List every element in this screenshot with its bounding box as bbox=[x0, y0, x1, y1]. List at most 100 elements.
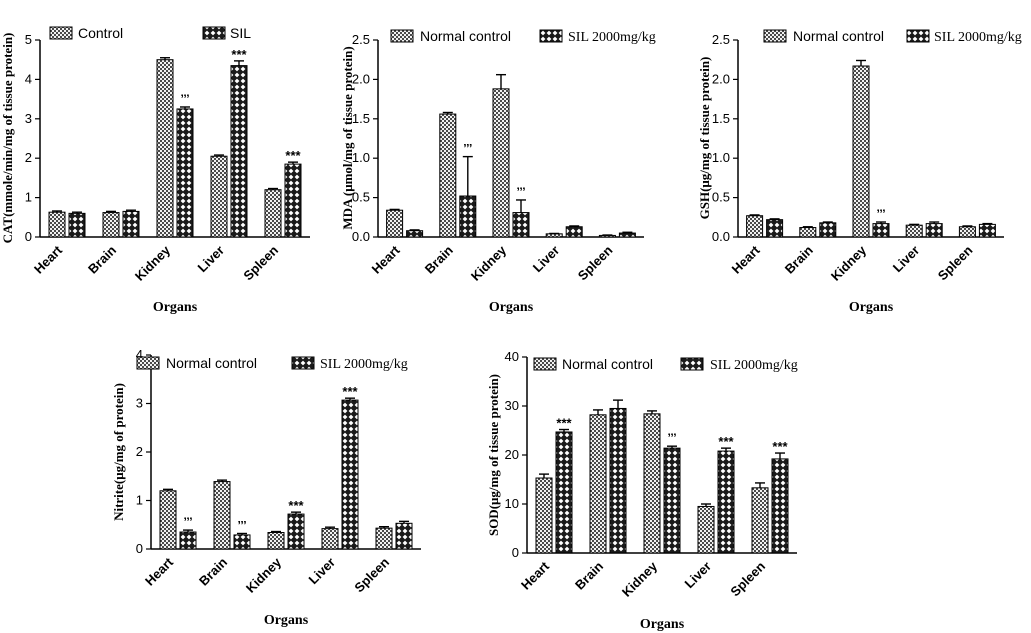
bar-sil-liver bbox=[565, 226, 583, 238]
x-tick-label-heart: Heart bbox=[518, 558, 553, 593]
y-tick-label: 0 bbox=[136, 541, 143, 556]
chart-panel-3: 0.0 0.5 1.0 1.5 2.0 2.5 Heart Brain Kidney Liver S… bbox=[697, 28, 1022, 315]
bar-sil-brain bbox=[819, 222, 837, 238]
bar-sil-heart bbox=[68, 212, 86, 238]
bar-control-liver bbox=[905, 224, 923, 238]
y-axis-title: CAT(mmole/min/mg of tissue protein) bbox=[0, 33, 15, 244]
bar-sil-heart bbox=[179, 531, 197, 550]
significance-marker: ’’’ bbox=[516, 185, 525, 199]
y-tick-label: 4 bbox=[136, 347, 143, 362]
bar-sil-brain bbox=[122, 210, 140, 238]
significance-marker: *** bbox=[342, 384, 358, 399]
significance-marker: ’’’ bbox=[463, 142, 472, 156]
y-tick-label: 1.0 bbox=[712, 150, 730, 165]
legend-label-sil: SIL 2000mg/kg bbox=[710, 358, 798, 373]
y-tick-label: 3 bbox=[25, 111, 32, 126]
x-tick-label-kidney: Kidney bbox=[619, 558, 661, 600]
bar-control-spleen bbox=[751, 487, 769, 554]
bar-control-heart bbox=[535, 477, 553, 554]
bar-sil-heart bbox=[766, 219, 784, 238]
bar-sil-liver bbox=[717, 450, 735, 554]
legend-swatch-control bbox=[763, 29, 787, 43]
legend-label-sil: SIL 2000mg/kg bbox=[934, 30, 1022, 45]
bar-control-kidney bbox=[156, 59, 174, 238]
bar-sil-heart bbox=[555, 431, 573, 554]
bar-sil-liver bbox=[341, 399, 359, 550]
legend-swatch-sil bbox=[680, 357, 704, 371]
bar-sil-spleen bbox=[618, 232, 636, 238]
bar-control-brain bbox=[589, 414, 607, 554]
bar-control-heart bbox=[48, 211, 66, 238]
chart-panel-2: 0.0 0.5 1.0 1.5 2.0 2.5 Heart Brain Kidney Liver S… bbox=[340, 28, 656, 315]
y-axis-title: GSH(μg/mg of tissue protein) bbox=[697, 57, 712, 220]
bar-control-spleen bbox=[958, 226, 976, 238]
significance-marker: ’’’ bbox=[876, 207, 885, 221]
x-axis-title: Organs bbox=[849, 300, 894, 315]
bar-control-spleen bbox=[375, 527, 393, 550]
bar-sil-liver bbox=[230, 65, 248, 238]
legend-label-sil: SIL 2000mg/kg bbox=[320, 357, 408, 372]
bar-control-brain bbox=[799, 227, 817, 238]
bar-control-kidney bbox=[852, 65, 870, 238]
bar-sil-kidney bbox=[287, 513, 305, 550]
y-tick-label: 0 bbox=[25, 229, 32, 244]
y-tick-label: 1.0 bbox=[352, 150, 370, 165]
y-tick-label: 0.5 bbox=[712, 190, 730, 205]
bar-control-kidney bbox=[643, 413, 661, 554]
x-tick-label-brain: Brain bbox=[782, 242, 816, 276]
legend-swatch-sil bbox=[539, 29, 563, 43]
x-tick-label-spleen: Spleen bbox=[351, 554, 392, 595]
chart-panel-4: 0 1 2 3 4 Heart Brain Kidney Liver Spleen ’’’ ’’’ **… bbox=[111, 347, 421, 628]
bar-sil-kidney bbox=[663, 447, 681, 554]
bar-sil-spleen bbox=[978, 223, 996, 238]
y-tick-label: 10 bbox=[505, 496, 519, 511]
y-axis-title: Nitrite(μg/mg of protein) bbox=[111, 383, 126, 521]
bar-control-liver bbox=[210, 155, 228, 238]
y-tick-label: 1 bbox=[136, 493, 143, 508]
x-tick-label-spleen: Spleen bbox=[240, 242, 281, 283]
significance-marker: *** bbox=[285, 148, 301, 163]
y-tick-label: 0.0 bbox=[352, 229, 370, 244]
y-tick-label: 1.5 bbox=[712, 111, 730, 126]
significance-marker: *** bbox=[718, 434, 734, 449]
chart-panel-1: 0 1 2 3 4 5 Heart Brain Kidney Liver Spleen ’’’ *** *… bbox=[0, 25, 310, 315]
bar-control-heart bbox=[159, 490, 177, 550]
y-tick-label: 0.0 bbox=[712, 229, 730, 244]
bar-control-heart bbox=[746, 215, 764, 238]
x-tick-label-kidney: Kidney bbox=[243, 554, 285, 596]
bar-sil-brain bbox=[459, 195, 477, 238]
legend-label-sil: SIL 2000mg/kg bbox=[568, 30, 656, 45]
legend-swatch-control bbox=[390, 29, 414, 43]
significance-marker: ’’’ bbox=[667, 431, 676, 445]
bar-control-heart bbox=[386, 209, 404, 238]
y-tick-label: 1 bbox=[25, 190, 32, 205]
y-tick-label: 2.0 bbox=[712, 71, 730, 86]
bar-sil-brain bbox=[609, 407, 627, 554]
x-tick-label-heart: Heart bbox=[729, 242, 764, 277]
legend-label-sil: SIL bbox=[230, 25, 251, 41]
y-tick-label: 1.5 bbox=[352, 111, 370, 126]
significance-marker: *** bbox=[231, 47, 247, 62]
legend-swatch-control bbox=[533, 357, 557, 371]
y-tick-label: 2.0 bbox=[352, 71, 370, 86]
significance-marker: ’’’ bbox=[183, 515, 192, 529]
y-tick-label: 0 bbox=[512, 545, 519, 560]
legend-swatch-control bbox=[49, 26, 73, 40]
x-tick-label-kidney: Kidney bbox=[468, 242, 510, 284]
x-tick-label-spleen: Spleen bbox=[575, 242, 616, 283]
significance-marker: *** bbox=[556, 416, 572, 431]
significance-marker: ’’’ bbox=[180, 92, 189, 106]
bar-control-kidney bbox=[492, 88, 510, 238]
y-axis-title: MDA (μmol/mg of tissue protein) bbox=[340, 46, 355, 229]
y-tick-label: 0.5 bbox=[352, 190, 370, 205]
x-tick-label-liver: Liver bbox=[195, 243, 228, 276]
bar-sil-spleen bbox=[771, 458, 789, 554]
x-tick-label-spleen: Spleen bbox=[727, 558, 768, 599]
x-tick-label-brain: Brain bbox=[572, 558, 606, 592]
y-tick-label: 40 bbox=[505, 349, 519, 364]
x-axis-title: Organs bbox=[489, 300, 534, 315]
bar-control-spleen bbox=[264, 189, 282, 238]
y-axis-title: SOD(μg/mg of tissue protein) bbox=[486, 374, 501, 536]
y-tick-label: 4 bbox=[25, 71, 32, 86]
